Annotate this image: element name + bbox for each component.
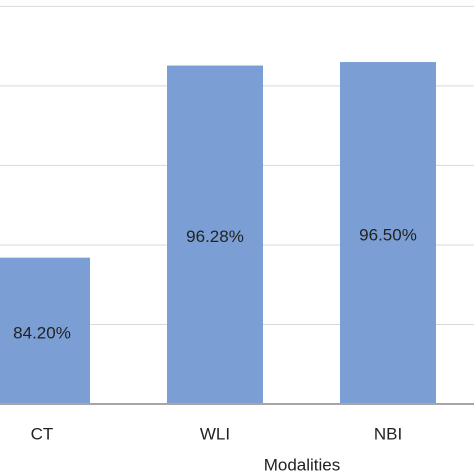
value-label: 96.28% [186, 227, 244, 246]
x-tick-label: WLI [200, 424, 230, 443]
bar [340, 62, 436, 404]
x-tick-label: CT [31, 424, 54, 443]
value-label: 96.50% [359, 226, 417, 245]
x-axis-title: Modalities [264, 455, 341, 474]
x-tick-label: NBI [374, 424, 402, 443]
bar [167, 65, 263, 405]
bar [0, 257, 90, 404]
value-label: 84.20% [13, 323, 71, 342]
